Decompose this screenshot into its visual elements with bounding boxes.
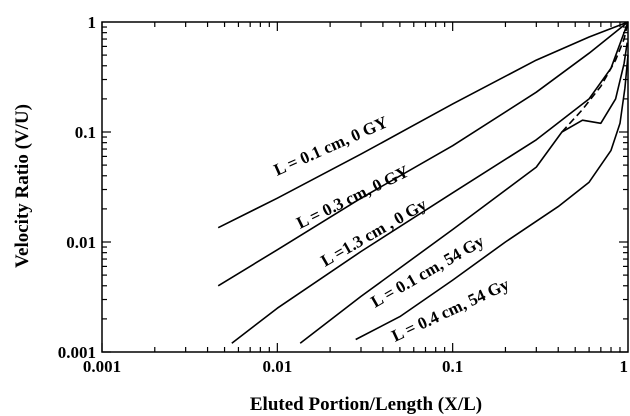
y-tick-label: 0.001: [58, 343, 96, 362]
series-line-4: [299, 42, 628, 344]
y-tick-label: 0.1: [75, 123, 96, 142]
x-axis-title: Eluted Portion/Length (X/L): [250, 394, 482, 415]
series-line-5: [355, 55, 629, 341]
series-line-2: [231, 21, 629, 344]
y-axis-title: Velocity Ratio (V/U): [12, 104, 33, 268]
axis-ticks: [101, 22, 628, 353]
y-tick-label: 1: [88, 13, 97, 32]
series-line-1: [217, 21, 629, 287]
series-line-3: [561, 21, 629, 133]
y-tick-label: 0.01: [66, 233, 96, 252]
series-lines: [217, 21, 629, 344]
plot-frame: [101, 21, 629, 353]
x-tick-label: 0.1: [442, 357, 463, 376]
x-tick-label: 0.001: [83, 357, 121, 376]
x-tick-label: 0.01: [262, 357, 292, 376]
x-tick-label: 1: [620, 357, 629, 376]
axis-tick-labels: 0.001 0.01 0.1 1 0.001 0.01 0.1 1: [58, 13, 628, 376]
series-line-0: [217, 21, 629, 229]
